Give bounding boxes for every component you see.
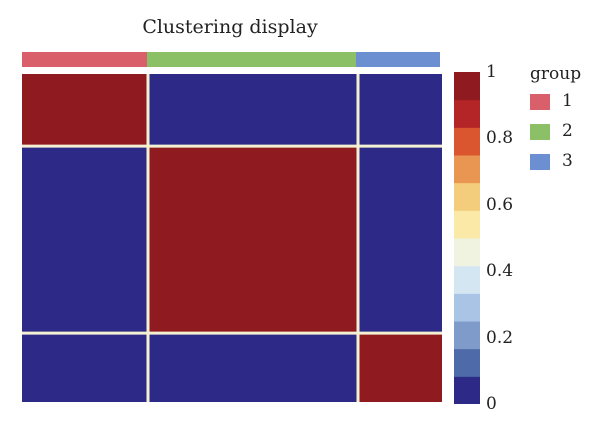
colorbar-tick-label: 0 <box>486 394 497 414</box>
colorbar-step-7 <box>454 182 480 211</box>
heatmap-block-1 <box>148 74 358 147</box>
colorbar-step-8 <box>454 155 480 184</box>
heatmap <box>22 74 442 402</box>
legend-label: 3 <box>562 151 573 171</box>
heatmap-block-2 <box>358 74 442 147</box>
colorbar-tick-label: 1 <box>486 62 497 82</box>
colorbar-step-10 <box>454 99 480 128</box>
group-annotation-bar <box>22 52 440 67</box>
legend-label: 1 <box>562 91 573 111</box>
colorbar-step-2 <box>454 321 480 350</box>
colorbar-step-3 <box>454 293 480 322</box>
colorbar-step-1 <box>454 348 480 377</box>
legend-swatch <box>530 154 550 170</box>
legend-label: 2 <box>562 121 573 141</box>
colorbar-tick-label: 0.2 <box>486 327 514 348</box>
heatmap-block-4 <box>148 146 358 334</box>
legend-swatch <box>530 124 550 140</box>
heatmap-block-3 <box>22 146 148 334</box>
colorbar-step-5 <box>454 238 480 267</box>
colorbar-tick-label: 0.4 <box>486 261 514 282</box>
heatmap-block-7 <box>148 333 358 402</box>
colorbar-step-9 <box>454 127 480 156</box>
colorbar-step-0 <box>454 376 480 404</box>
heatmap-block-5 <box>358 146 442 334</box>
colorbar-step-4 <box>454 265 480 294</box>
group-bar-segment-2 <box>147 52 357 67</box>
colorbar-tick-label: 0.8 <box>486 128 514 149</box>
colorbar-step-11 <box>454 72 480 101</box>
group-bar-segment-3 <box>356 52 440 67</box>
chart-title: Clustering display <box>142 16 318 38</box>
heatmap-block-6 <box>22 333 148 402</box>
group-bar-segment-1 <box>22 52 148 67</box>
colorbar-tick-label: 0.6 <box>486 194 514 215</box>
legend-title: group <box>530 64 582 84</box>
colorbar <box>454 72 480 404</box>
colorbar-step-6 <box>454 210 480 239</box>
heatmap-block-8 <box>358 333 442 402</box>
legend-swatch <box>530 94 550 110</box>
heatmap-block-0 <box>22 74 148 147</box>
